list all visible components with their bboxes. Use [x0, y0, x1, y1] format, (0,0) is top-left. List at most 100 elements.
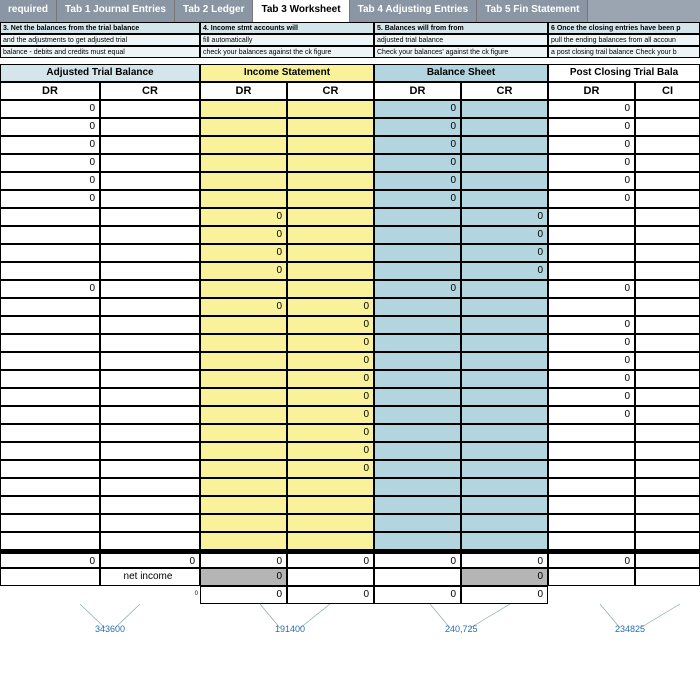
cell-6-1[interactable] — [100, 208, 200, 226]
cell-23-0[interactable] — [0, 514, 100, 532]
cell-7-5[interactable]: 0 — [461, 226, 548, 244]
cell-14-2[interactable] — [200, 352, 287, 370]
cell-13-5[interactable] — [461, 334, 548, 352]
tab-0[interactable]: required — [0, 0, 57, 22]
cell-11-7[interactable] — [635, 298, 700, 316]
cell-9-4[interactable] — [374, 262, 461, 280]
cell-17-5[interactable] — [461, 406, 548, 424]
netincome-cell-6[interactable] — [548, 568, 635, 586]
cell-22-2[interactable] — [200, 496, 287, 514]
cell-4-3[interactable] — [287, 172, 374, 190]
cell-23-3[interactable] — [287, 514, 374, 532]
total-cell-4[interactable]: 0 — [374, 552, 461, 568]
cell-10-3[interactable] — [287, 280, 374, 298]
cell-12-7[interactable] — [635, 316, 700, 334]
tab-5[interactable]: Tab 5 Fin Statement — [477, 0, 588, 22]
cell-5-6[interactable]: 0 — [548, 190, 635, 208]
netincome-cell-1[interactable]: net income — [100, 568, 200, 586]
netincome-cell-0[interactable] — [0, 568, 100, 586]
cell-15-7[interactable] — [635, 370, 700, 388]
cell-8-4[interactable] — [374, 244, 461, 262]
cell-10-0[interactable]: 0 — [0, 280, 100, 298]
cell-20-5[interactable] — [461, 460, 548, 478]
cell-22-3[interactable] — [287, 496, 374, 514]
cell-2-6[interactable]: 0 — [548, 136, 635, 154]
cell-4-5[interactable] — [461, 172, 548, 190]
cell-17-6[interactable]: 0 — [548, 406, 635, 424]
cell-12-0[interactable] — [0, 316, 100, 334]
cell-7-3[interactable] — [287, 226, 374, 244]
total-cell-6[interactable]: 0 — [548, 552, 635, 568]
cell-16-0[interactable] — [0, 388, 100, 406]
final-cell-7[interactable] — [635, 586, 700, 604]
total-cell-3[interactable]: 0 — [287, 552, 374, 568]
cell-4-1[interactable] — [100, 172, 200, 190]
cell-21-1[interactable] — [100, 478, 200, 496]
cell-8-3[interactable] — [287, 244, 374, 262]
cell-7-2[interactable]: 0 — [200, 226, 287, 244]
cell-24-2[interactable] — [200, 532, 287, 550]
final-cell-5[interactable]: 0 — [461, 586, 548, 604]
cell-8-7[interactable] — [635, 244, 700, 262]
cell-0-3[interactable] — [287, 100, 374, 118]
total-cell-7[interactable] — [635, 552, 700, 568]
cell-11-6[interactable] — [548, 298, 635, 316]
cell-14-3[interactable]: 0 — [287, 352, 374, 370]
cell-10-1[interactable] — [100, 280, 200, 298]
cell-8-1[interactable] — [100, 244, 200, 262]
cell-7-6[interactable] — [548, 226, 635, 244]
cell-21-3[interactable] — [287, 478, 374, 496]
cell-16-3[interactable]: 0 — [287, 388, 374, 406]
final-cell-1[interactable]: 0 — [100, 586, 200, 604]
cell-2-5[interactable] — [461, 136, 548, 154]
total-cell-0[interactable]: 0 — [0, 552, 100, 568]
cell-24-1[interactable] — [100, 532, 200, 550]
cell-22-6[interactable] — [548, 496, 635, 514]
cell-19-5[interactable] — [461, 442, 548, 460]
cell-19-4[interactable] — [374, 442, 461, 460]
cell-1-1[interactable] — [100, 118, 200, 136]
cell-5-2[interactable] — [200, 190, 287, 208]
cell-20-0[interactable] — [0, 460, 100, 478]
cell-23-2[interactable] — [200, 514, 287, 532]
cell-6-0[interactable] — [0, 208, 100, 226]
cell-9-0[interactable] — [0, 262, 100, 280]
cell-17-0[interactable] — [0, 406, 100, 424]
cell-15-5[interactable] — [461, 370, 548, 388]
cell-7-1[interactable] — [100, 226, 200, 244]
cell-20-3[interactable]: 0 — [287, 460, 374, 478]
cell-11-0[interactable] — [0, 298, 100, 316]
cell-4-2[interactable] — [200, 172, 287, 190]
cell-17-2[interactable] — [200, 406, 287, 424]
netincome-cell-7[interactable] — [635, 568, 700, 586]
cell-10-5[interactable] — [461, 280, 548, 298]
cell-16-2[interactable] — [200, 388, 287, 406]
cell-6-5[interactable]: 0 — [461, 208, 548, 226]
cell-22-4[interactable] — [374, 496, 461, 514]
cell-8-0[interactable] — [0, 244, 100, 262]
cell-2-2[interactable] — [200, 136, 287, 154]
cell-12-6[interactable]: 0 — [548, 316, 635, 334]
cell-18-3[interactable]: 0 — [287, 424, 374, 442]
cell-2-7[interactable] — [635, 136, 700, 154]
cell-17-3[interactable]: 0 — [287, 406, 374, 424]
cell-0-4[interactable]: 0 — [374, 100, 461, 118]
cell-18-2[interactable] — [200, 424, 287, 442]
cell-18-0[interactable] — [0, 424, 100, 442]
cell-7-7[interactable] — [635, 226, 700, 244]
cell-5-5[interactable] — [461, 190, 548, 208]
cell-3-7[interactable] — [635, 154, 700, 172]
cell-18-7[interactable] — [635, 424, 700, 442]
cell-8-6[interactable] — [548, 244, 635, 262]
final-cell-3[interactable]: 0 — [287, 586, 374, 604]
cell-0-6[interactable]: 0 — [548, 100, 635, 118]
cell-4-6[interactable]: 0 — [548, 172, 635, 190]
cell-1-4[interactable]: 0 — [374, 118, 461, 136]
cell-13-3[interactable]: 0 — [287, 334, 374, 352]
cell-22-5[interactable] — [461, 496, 548, 514]
cell-17-1[interactable] — [100, 406, 200, 424]
cell-2-0[interactable]: 0 — [0, 136, 100, 154]
cell-19-7[interactable] — [635, 442, 700, 460]
cell-13-2[interactable] — [200, 334, 287, 352]
total-cell-5[interactable]: 0 — [461, 552, 548, 568]
